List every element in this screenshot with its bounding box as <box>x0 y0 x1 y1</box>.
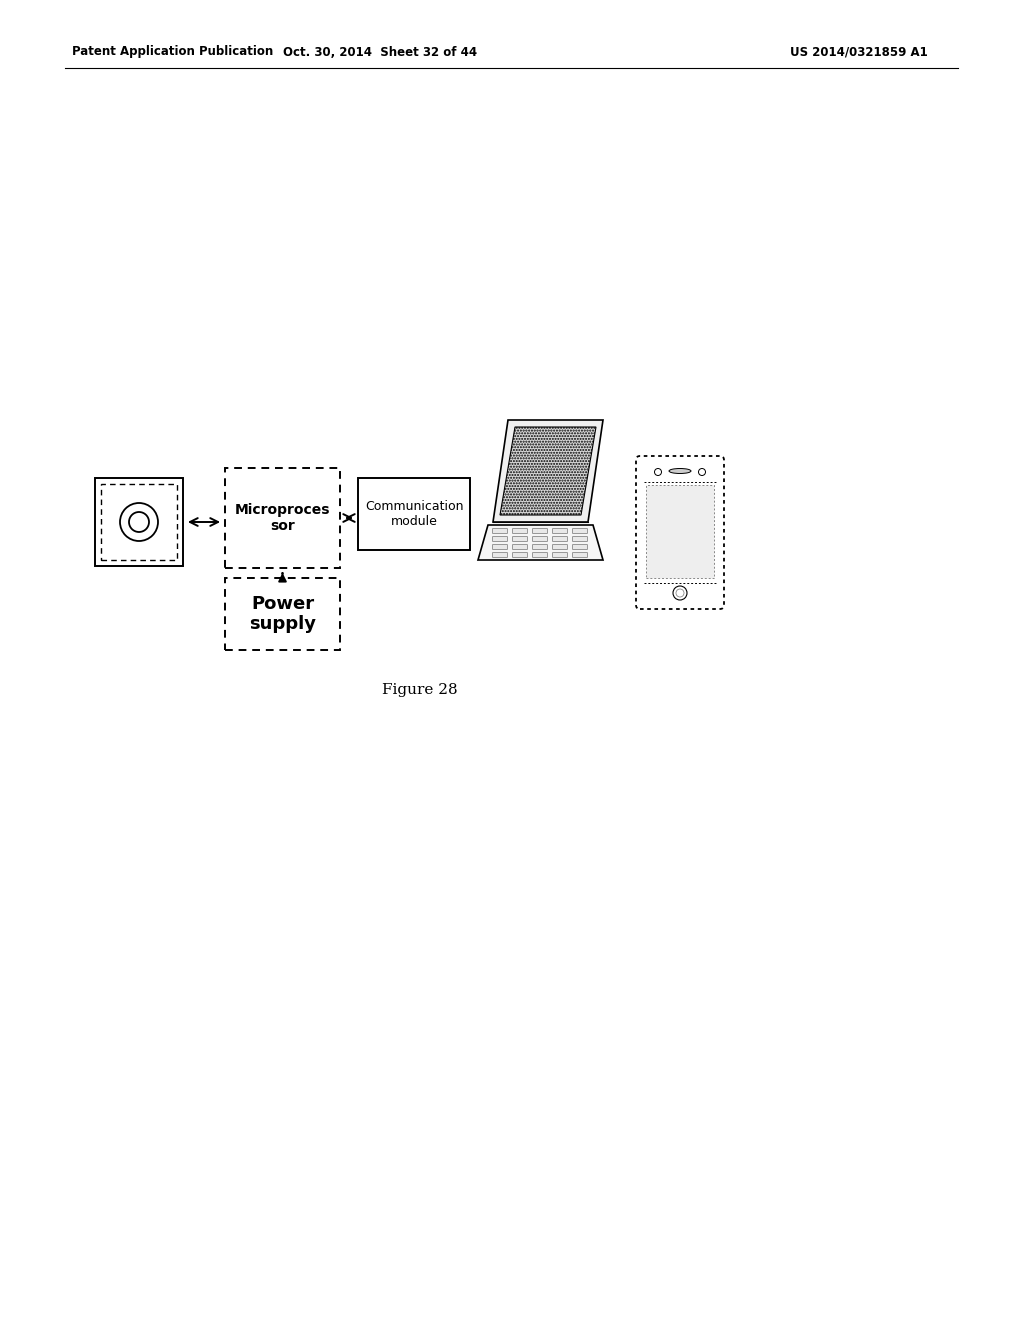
FancyBboxPatch shape <box>532 544 548 549</box>
Bar <box>101 484 177 560</box>
Bar <box>358 478 470 550</box>
Text: Oct. 30, 2014  Sheet 32 of 44: Oct. 30, 2014 Sheet 32 of 44 <box>283 45 477 58</box>
Bar <box>95 478 183 566</box>
Polygon shape <box>493 420 603 521</box>
FancyBboxPatch shape <box>493 553 508 557</box>
FancyBboxPatch shape <box>532 536 548 541</box>
Bar <box>646 484 714 578</box>
FancyBboxPatch shape <box>553 544 567 549</box>
FancyBboxPatch shape <box>553 528 567 533</box>
Bar <box>641 461 719 482</box>
Polygon shape <box>500 426 596 515</box>
Circle shape <box>673 586 687 601</box>
FancyBboxPatch shape <box>512 553 527 557</box>
FancyBboxPatch shape <box>636 455 724 609</box>
Circle shape <box>698 469 706 475</box>
Text: Figure 28: Figure 28 <box>382 682 458 697</box>
Text: Microproces
sor: Microproces sor <box>234 503 331 533</box>
Ellipse shape <box>120 503 158 541</box>
Circle shape <box>676 589 684 597</box>
Bar <box>225 578 340 649</box>
FancyBboxPatch shape <box>572 553 588 557</box>
Polygon shape <box>478 525 603 560</box>
FancyBboxPatch shape <box>493 528 508 533</box>
Bar <box>225 469 340 568</box>
FancyBboxPatch shape <box>553 553 567 557</box>
FancyBboxPatch shape <box>493 536 508 541</box>
FancyBboxPatch shape <box>512 536 527 541</box>
FancyBboxPatch shape <box>532 553 548 557</box>
Ellipse shape <box>129 512 150 532</box>
Text: US 2014/0321859 A1: US 2014/0321859 A1 <box>790 45 928 58</box>
FancyBboxPatch shape <box>512 528 527 533</box>
Text: Power
supply: Power supply <box>249 594 316 634</box>
FancyBboxPatch shape <box>572 528 588 533</box>
FancyBboxPatch shape <box>493 544 508 549</box>
FancyBboxPatch shape <box>553 536 567 541</box>
Text: Communication
module: Communication module <box>365 500 463 528</box>
FancyBboxPatch shape <box>532 528 548 533</box>
Circle shape <box>654 469 662 475</box>
FancyBboxPatch shape <box>572 536 588 541</box>
Ellipse shape <box>669 469 691 474</box>
FancyBboxPatch shape <box>512 544 527 549</box>
Text: Patent Application Publication: Patent Application Publication <box>72 45 273 58</box>
FancyBboxPatch shape <box>572 544 588 549</box>
